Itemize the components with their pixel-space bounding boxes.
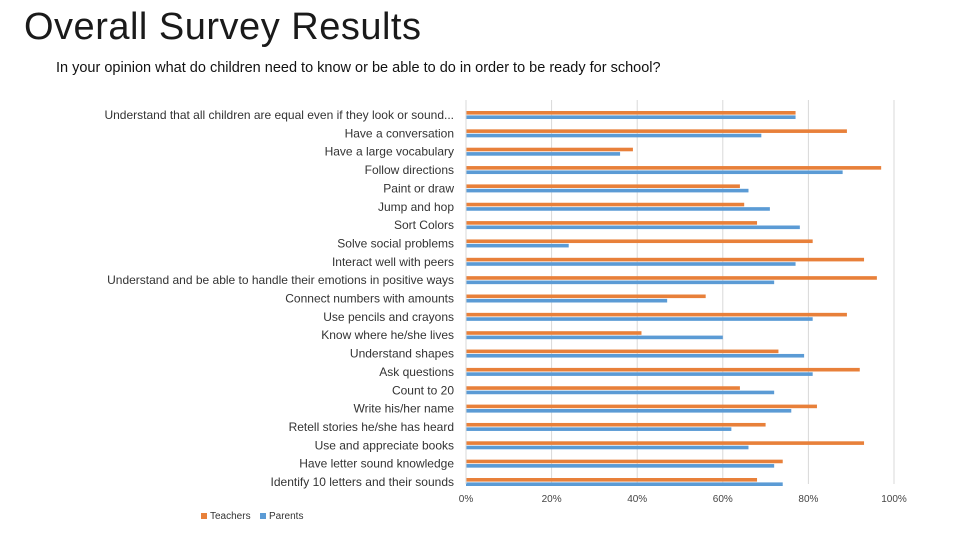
category-label: Have letter sound knowledge <box>299 457 454 471</box>
x-tick-label: 40% <box>627 494 647 505</box>
bar-teachers <box>466 111 796 115</box>
bar-teachers <box>466 441 865 445</box>
bar-teachers <box>466 221 758 225</box>
bar-parents <box>466 317 813 321</box>
bar-parents <box>466 152 621 156</box>
category-label: Understand and be able to handle their e… <box>107 273 454 287</box>
category-label: Retell stories he/she has heard <box>289 420 454 434</box>
category-label: Paint or draw <box>383 181 454 195</box>
bar-teachers <box>466 129 847 133</box>
bar-teachers <box>466 312 847 317</box>
bar-teachers <box>466 294 706 299</box>
bar-teachers <box>466 386 740 390</box>
bar-teachers <box>466 184 740 188</box>
x-tick-label: 20% <box>542 494 562 505</box>
bar-teachers <box>466 478 758 482</box>
category-label: Connect numbers with amounts <box>285 292 454 306</box>
category-label: Jump and hop <box>378 200 454 214</box>
bar-parents <box>466 280 775 285</box>
bar-parents <box>466 262 796 266</box>
bar-parents <box>466 482 783 486</box>
legend-label-teachers: Teachers <box>210 511 251 522</box>
category-label: Have a conversation <box>345 126 454 140</box>
bar-parents <box>466 188 749 193</box>
bar-parents <box>466 243 569 248</box>
bar-parents <box>466 427 732 431</box>
category-label: Count to 20 <box>392 383 454 397</box>
legend-label-parents: Parents <box>269 511 303 522</box>
bar-parents <box>466 115 796 119</box>
bar-parents <box>466 133 762 138</box>
bar-parents <box>466 207 770 211</box>
bar-parents <box>466 335 723 340</box>
category-label: Interact well with peers <box>332 255 454 269</box>
x-tick-label: 80% <box>798 494 818 505</box>
page-subtitle: In your opinion what do children need to… <box>56 60 661 76</box>
category-label: Understand that all children are equal e… <box>104 108 454 122</box>
bar-parents <box>466 372 813 376</box>
bar-parents <box>466 170 843 175</box>
bar-parents <box>466 298 668 303</box>
bar-teachers <box>466 239 813 244</box>
bar-parents <box>466 390 775 395</box>
bar-parents <box>466 464 775 468</box>
x-tick-label: 100% <box>881 494 907 505</box>
category-label: Solve social problems <box>337 236 454 250</box>
bar-teachers <box>466 147 633 152</box>
category-label: Identify 10 letters and their sounds <box>271 475 454 489</box>
bar-teachers <box>466 276 877 280</box>
category-label: Sort Colors <box>394 218 454 232</box>
bar-parents <box>466 353 805 358</box>
category-label: Understand shapes <box>350 347 454 361</box>
x-tick-label: 0% <box>459 494 474 505</box>
bar-teachers <box>466 257 865 262</box>
bar-parents <box>466 409 792 413</box>
legend-swatch-teachers <box>201 513 207 519</box>
bar-teachers <box>466 331 642 335</box>
category-label: Write his/her name <box>354 402 455 416</box>
bar-teachers <box>466 404 817 409</box>
category-label: Follow directions <box>365 163 454 177</box>
bar-teachers <box>466 202 745 207</box>
bar-parents <box>466 445 749 450</box>
bar-teachers <box>466 367 860 372</box>
category-label: Ask questions <box>379 365 454 379</box>
bar-teachers <box>466 459 783 464</box>
category-label: Use and appreciate books <box>315 438 454 452</box>
page-title: Overall Survey Results <box>24 6 422 48</box>
legend-swatch-parents <box>260 513 266 519</box>
category-label: Have a large vocabulary <box>325 145 454 159</box>
bar-teachers <box>466 166 882 170</box>
x-tick-label: 60% <box>713 494 733 505</box>
category-label: Use pencils and crayons <box>323 310 454 324</box>
bar-teachers <box>466 422 766 427</box>
bar-teachers <box>466 349 779 354</box>
bar-parents <box>466 225 800 230</box>
category-label: Know where he/she lives <box>321 328 454 342</box>
